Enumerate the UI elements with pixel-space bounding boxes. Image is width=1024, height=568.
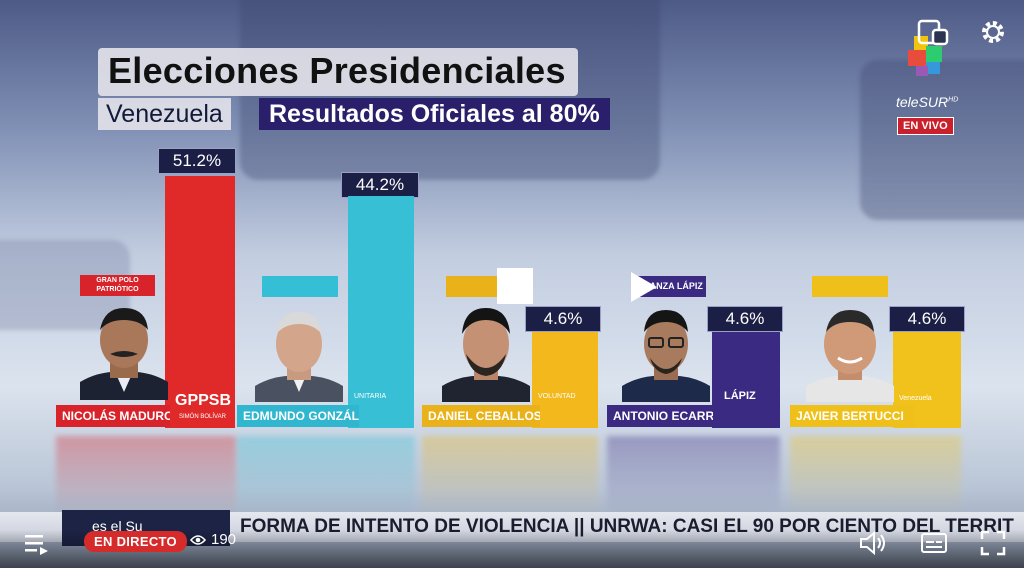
channel-name: teleSURHD bbox=[896, 94, 959, 110]
party-logo: LÁPIZ bbox=[724, 390, 756, 402]
gear-icon[interactable] bbox=[978, 17, 1008, 47]
party-logo: VOLUNTAD bbox=[538, 393, 576, 400]
candidate-percent: 51.2% bbox=[158, 148, 236, 174]
candidate-percent: 4.6% bbox=[889, 306, 965, 332]
candidate-photo bbox=[622, 310, 710, 402]
reflection bbox=[56, 436, 236, 516]
party-logo: UNITARIA bbox=[354, 393, 387, 400]
captions-icon[interactable] bbox=[920, 531, 948, 555]
reflection bbox=[790, 436, 961, 516]
background-shape bbox=[860, 60, 1024, 220]
eye-icon bbox=[190, 534, 206, 545]
volume-icon[interactable] bbox=[858, 530, 888, 556]
cast-icon[interactable] bbox=[916, 18, 950, 48]
reflection bbox=[422, 436, 598, 516]
candidate-name: NICOLÁS MADURO bbox=[56, 405, 170, 427]
candidate-name: JAVIER BERTUCCI bbox=[790, 405, 914, 427]
party-tag bbox=[262, 276, 338, 297]
candidate-percent: 4.6% bbox=[707, 306, 783, 332]
candidate-name: DANIEL CEBALLOS bbox=[422, 405, 540, 427]
candidate-percent: 4.6% bbox=[525, 306, 601, 332]
candidate-bar: VOLUNTAD bbox=[532, 332, 598, 428]
candidate-bar: GPPSB SIMÓN BOLÍVAR bbox=[165, 176, 235, 428]
channel-live-badge: EN VIVO bbox=[897, 117, 954, 135]
candidate-percent: 44.2% bbox=[341, 172, 419, 198]
party-logo: Venezuela bbox=[899, 395, 932, 402]
party-logo: GPPSB bbox=[175, 392, 232, 409]
candidate-photo bbox=[80, 308, 168, 400]
fullscreen-icon[interactable] bbox=[980, 530, 1006, 556]
reflection bbox=[237, 436, 415, 516]
pause-icon[interactable] bbox=[497, 268, 533, 304]
graphic-country: Venezuela bbox=[98, 98, 231, 130]
party-tag: ALIANZA LÁPIZ bbox=[632, 276, 706, 297]
reflection bbox=[607, 436, 780, 516]
candidate-bar: LÁPIZ bbox=[712, 332, 780, 428]
graphic-subtitle: Resultados Oficiales al 80% bbox=[259, 98, 610, 130]
viewer-count: 190 bbox=[190, 531, 236, 548]
party-logo-sub: SIMÓN BOLÍVAR bbox=[179, 414, 226, 420]
candidate-photo bbox=[442, 308, 530, 402]
candidate-name: ANTONIO ECARRI bbox=[607, 405, 713, 427]
play-icon[interactable] bbox=[627, 270, 661, 304]
candidate-photo bbox=[806, 310, 894, 402]
candidate-bar: UNITARIA bbox=[348, 196, 414, 428]
party-tag bbox=[812, 276, 888, 297]
graphic-title: Elecciones Presidenciales bbox=[98, 48, 578, 96]
telesur-logo bbox=[908, 36, 942, 76]
live-badge: EN DIRECTO bbox=[84, 531, 187, 552]
playlist-icon[interactable] bbox=[24, 532, 50, 556]
viewer-count-value: 190 bbox=[211, 531, 237, 548]
candidate-photo bbox=[255, 312, 343, 402]
candidate-name: EDMUNDO GONZÁLEZ bbox=[237, 405, 359, 427]
party-tag: GRAN POLO PATRIÓTICO bbox=[80, 275, 155, 296]
